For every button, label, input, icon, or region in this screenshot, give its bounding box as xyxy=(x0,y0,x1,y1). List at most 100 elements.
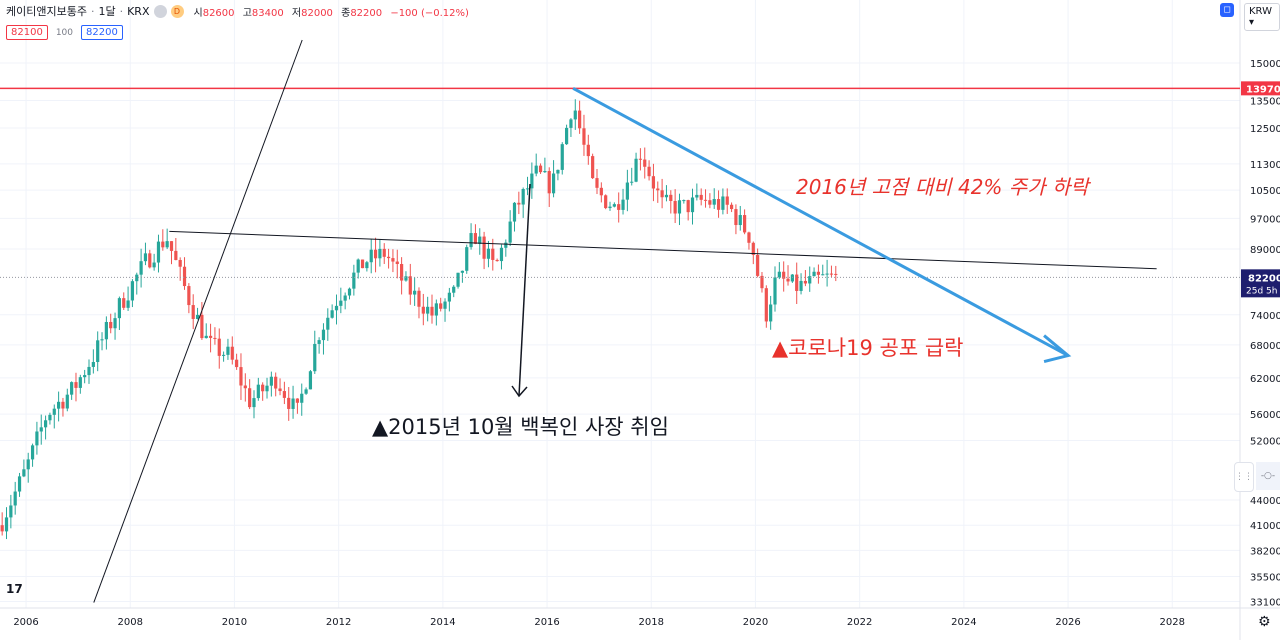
candle-body xyxy=(313,343,317,372)
candle-body xyxy=(26,459,30,470)
candle-body xyxy=(421,306,425,314)
candle-body xyxy=(543,171,547,173)
y-tick-label: 44000 xyxy=(1250,496,1280,507)
candle-body xyxy=(777,271,781,278)
candle-body xyxy=(17,476,22,492)
candle-body xyxy=(156,241,161,263)
candle-body xyxy=(829,273,834,275)
candle-body xyxy=(35,431,39,446)
candlestick-series xyxy=(0,99,838,540)
candle-body xyxy=(139,261,143,275)
candle-body xyxy=(721,196,725,210)
candle-body xyxy=(113,318,117,329)
decline-trendline xyxy=(572,87,1069,357)
candle-body xyxy=(747,232,751,243)
candle-body xyxy=(586,144,590,157)
x-tick-label: 2028 xyxy=(1160,617,1185,628)
candle-body xyxy=(174,250,178,261)
candle-body xyxy=(304,389,308,394)
x-tick-label: 2026 xyxy=(1055,617,1080,628)
candle-body xyxy=(404,276,408,281)
candle-body xyxy=(57,401,61,409)
candle-body xyxy=(790,274,794,282)
candle-body xyxy=(491,248,495,260)
x-tick-label: 2014 xyxy=(430,617,455,628)
last-price-label: 82200 xyxy=(1248,273,1280,284)
candle-body xyxy=(130,281,135,301)
candle-body xyxy=(673,200,677,214)
candle-body xyxy=(764,288,768,322)
delayed-data-icon: D xyxy=(170,4,184,18)
sell-button[interactable]: 82100 xyxy=(6,25,48,40)
currency-dropdown[interactable]: KRW ▾ xyxy=(1244,3,1280,31)
candle-body xyxy=(599,187,603,196)
y-tick-label: 38200 xyxy=(1250,546,1280,557)
candle-body xyxy=(695,194,699,198)
candle-body xyxy=(261,384,265,392)
candle-body xyxy=(647,166,651,177)
candle-body xyxy=(521,189,525,205)
candle-body xyxy=(226,346,230,355)
candle-body xyxy=(469,233,473,248)
compare-icon[interactable]: ◻ xyxy=(1220,3,1234,17)
y-tick-label: 97000 xyxy=(1250,214,1280,225)
candle-body xyxy=(243,385,247,389)
candle-body xyxy=(595,178,599,188)
candle-body xyxy=(291,398,295,409)
chart-grid xyxy=(0,0,1240,608)
candle-body xyxy=(460,270,464,273)
candle-body xyxy=(408,276,412,295)
candle-body xyxy=(486,248,491,259)
candle-body xyxy=(578,110,582,129)
candle-body xyxy=(143,253,148,262)
candle-body xyxy=(434,303,438,316)
candle-body xyxy=(821,274,825,276)
candle-body xyxy=(96,340,100,363)
candle-body xyxy=(100,339,104,341)
drag-handle-icon[interactable]: ⋮⋮ xyxy=(1234,462,1254,492)
candle-body xyxy=(61,401,65,409)
y-tick-label: 135000 xyxy=(1250,97,1280,108)
candle-body xyxy=(300,393,304,403)
candle-body xyxy=(391,258,395,262)
buy-button[interactable]: 82200 xyxy=(81,25,123,40)
candle-body xyxy=(738,215,742,226)
ohlc-values: 시82600 고83400 저82000 종82200 −100 (−0.12%… xyxy=(193,7,469,19)
candle-body xyxy=(126,300,130,308)
candle-body xyxy=(482,236,486,259)
y-tick-label: 33100 xyxy=(1250,597,1280,608)
x-tick-label: 2024 xyxy=(951,617,976,628)
candle-body xyxy=(287,397,291,409)
candle-body xyxy=(556,169,560,174)
candle-body xyxy=(452,286,456,293)
settings-gear-icon[interactable]: ⚙ xyxy=(1258,614,1271,630)
candle-body xyxy=(39,427,43,432)
symbol-name[interactable]: 케이티앤지보통주 xyxy=(6,5,87,18)
candle-body xyxy=(517,202,521,205)
candle-body xyxy=(638,158,643,160)
candle-body xyxy=(795,274,799,291)
interval-label[interactable]: 1달 xyxy=(98,5,116,18)
candle-body xyxy=(803,280,807,284)
candle-body xyxy=(560,144,564,170)
candle-body xyxy=(382,248,386,257)
market-status-icon xyxy=(153,4,167,18)
candle-body xyxy=(269,376,273,386)
candle-body xyxy=(799,280,803,291)
candle-body xyxy=(135,274,139,282)
candle-body xyxy=(178,260,182,267)
candle-body xyxy=(669,194,673,201)
candle-body xyxy=(122,298,126,308)
candle-body xyxy=(169,241,174,251)
candle-body xyxy=(538,165,543,173)
candle-body xyxy=(551,173,556,194)
candle-body xyxy=(395,261,399,265)
candle-body xyxy=(690,197,695,213)
candle-body xyxy=(204,335,208,339)
scale-slider-icon[interactable]: -○- xyxy=(1256,462,1280,490)
candle-body xyxy=(378,248,382,259)
candle-body xyxy=(339,300,343,306)
y-tick-label: 105000 xyxy=(1250,186,1280,197)
